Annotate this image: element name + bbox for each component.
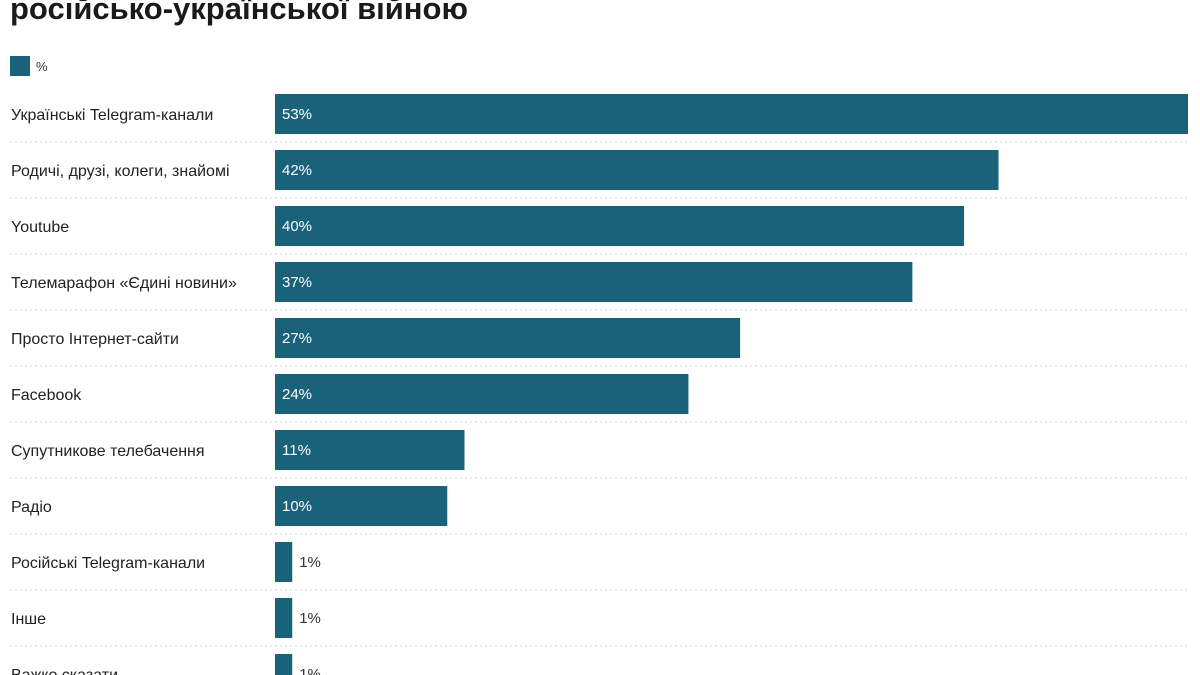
bar [275,94,1188,134]
category-label: Інше [11,611,46,628]
category-label: Супутникове телебачення [11,443,205,460]
legend: % [10,56,48,76]
bar [275,318,741,358]
value-label: 1% [299,554,321,571]
value-label: 27% [282,330,312,347]
bar [275,654,293,675]
value-label: 37% [282,274,312,291]
value-label: 10% [282,498,312,515]
value-label: 24% [282,386,312,403]
category-label: Родичі, друзі, колеги, знайомі [11,163,230,180]
bar [275,486,448,526]
chart-title: російсько-української війною [10,0,468,26]
legend-label: % [36,58,48,74]
category-label: Youtube [11,219,69,236]
value-label: 11% [282,442,311,459]
category-label: Радіо [11,499,52,516]
legend-swatch [10,56,30,76]
value-label: 42% [282,162,312,179]
bar [275,430,465,470]
bar [275,262,913,302]
bar [275,374,689,414]
category-label: Просто Інтернет-сайти [11,331,179,348]
bar [275,206,965,246]
value-label: 40% [282,218,312,235]
bar [275,542,293,582]
category-label: Facebook [11,387,82,404]
category-label: Телемарафон «Єдині новини» [11,275,237,292]
bar [275,150,999,190]
category-label: Важко сказати [11,667,118,675]
value-label: 53% [282,106,312,123]
bar [275,598,293,638]
value-label: 1% [299,610,321,627]
category-label: Українські Telegram-канали [11,107,213,124]
category-label: Російські Telegram-канали [11,555,205,572]
value-label: 1% [299,666,321,675]
